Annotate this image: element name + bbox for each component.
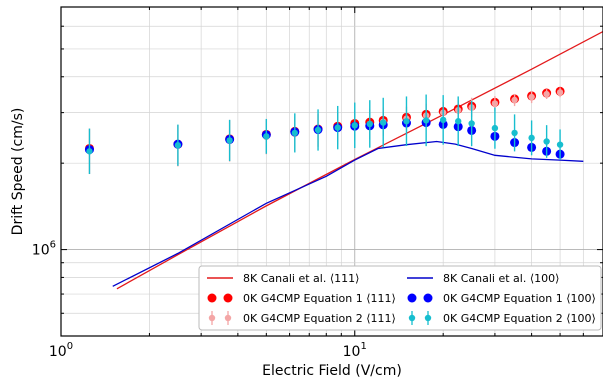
data-point — [366, 120, 373, 128]
legend-marker-swatch — [208, 314, 216, 322]
legend-marker-swatch — [423, 293, 433, 303]
data-point — [455, 118, 462, 125]
legend-label: 0K G4CMP Equation 2 ⟨111⟩ — [243, 312, 396, 325]
legend-marker-swatch — [407, 293, 417, 303]
legend-item-4: 0K G4CMP Equation 1 ⟨100⟩ — [407, 292, 596, 305]
data-point — [174, 142, 182, 149]
series-points-2 — [84, 118, 565, 159]
y-tick-label: 106 — [32, 240, 56, 259]
data-point — [543, 90, 550, 98]
series-points-3 — [86, 94, 564, 175]
data-point — [511, 129, 518, 137]
series-points-0 — [84, 86, 565, 153]
data-point — [468, 120, 475, 127]
data-point — [380, 119, 387, 126]
series-line-1 — [112, 140, 584, 287]
legend-marker-swatch — [424, 314, 432, 322]
legend-box — [198, 265, 602, 331]
data-point — [491, 124, 499, 132]
legend-item-0: 8K Canali et al. ⟨111⟩ — [207, 272, 359, 285]
data-point — [314, 126, 322, 134]
line-series-layer — [112, 30, 603, 290]
legend-marker-swatch — [408, 314, 416, 322]
tick-layer: 100 101 106 — [32, 6, 603, 360]
data-point — [439, 116, 447, 124]
plot-frame — [60, 6, 603, 337]
data-point — [334, 124, 341, 131]
data-point — [263, 133, 270, 140]
legend-label: 8K Canali et al. ⟨100⟩ — [443, 272, 559, 285]
series-line-0 — [116, 30, 603, 290]
x-tick-label: 100 — [49, 341, 73, 360]
legend-item-1: 8K Canali et al. ⟨100⟩ — [407, 272, 559, 285]
data-point — [491, 100, 499, 107]
data-point — [86, 148, 93, 155]
data-point — [511, 96, 518, 104]
y-axis-label: Drift Speed (cm/s) — [10, 108, 26, 236]
data-point — [543, 138, 550, 145]
data-point — [422, 117, 430, 124]
data-point — [528, 93, 535, 101]
point-series-layer — [84, 86, 565, 175]
data-point — [556, 89, 564, 96]
data-point — [528, 134, 535, 142]
legend-items: 8K Canali et al. ⟨111⟩ 0K G4CMP Equation … — [207, 272, 596, 325]
x-tick-label: 101 — [343, 341, 367, 360]
legend-item-2: 0K G4CMP Equation 1 ⟨111⟩ — [207, 292, 396, 305]
legend-label: 0K G4CMP Equation 1 ⟨100⟩ — [443, 292, 596, 305]
data-point — [226, 137, 233, 144]
legend: 8K Canali et al. ⟨111⟩ 0K G4CMP Equation … — [198, 265, 602, 331]
legend-label: 8K Canali et al. ⟨111⟩ — [243, 272, 359, 285]
legend-marker-swatch — [207, 293, 217, 303]
data-point — [351, 122, 358, 129]
legend-label: 0K G4CMP Equation 1 ⟨111⟩ — [243, 292, 396, 305]
x-axis-label: Electric Field (V/cm) — [262, 363, 402, 379]
legend-item-5: 0K G4CMP Equation 2 ⟨100⟩ — [408, 311, 596, 325]
data-point — [556, 141, 564, 148]
data-point — [403, 118, 410, 125]
data-point — [291, 129, 298, 137]
legend-item-3: 0K G4CMP Equation 2 ⟨111⟩ — [208, 311, 396, 325]
legend-label: 0K G4CMP Equation 2 ⟨100⟩ — [443, 312, 596, 325]
legend-marker-swatch — [224, 314, 232, 322]
legend-marker-swatch — [223, 293, 233, 303]
